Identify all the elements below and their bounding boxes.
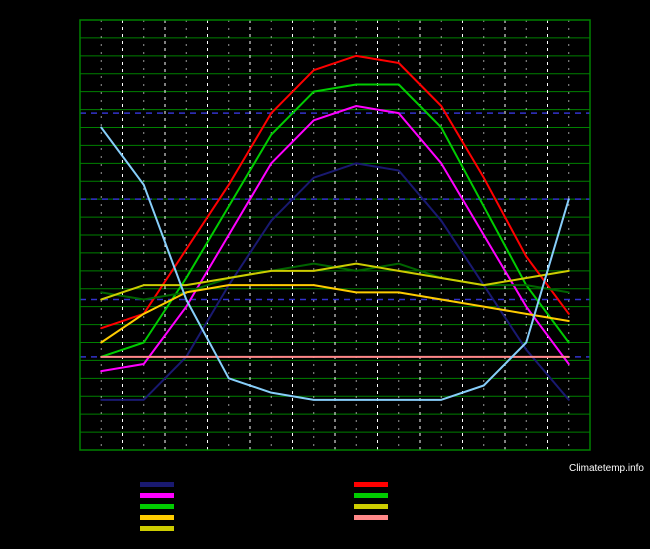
climate-chart: Climatetemp.info [0, 0, 650, 549]
chart-svg [0, 0, 650, 549]
legend-swatch [140, 482, 174, 487]
legend-swatch [354, 515, 388, 520]
legend-swatch [140, 504, 174, 509]
legend-swatch [140, 526, 174, 531]
legend [140, 482, 388, 531]
legend-swatch [354, 504, 388, 509]
legend-left-col [140, 482, 174, 531]
legend-swatch [140, 515, 174, 520]
legend-swatch [354, 482, 388, 487]
legend-swatch [140, 493, 174, 498]
legend-swatch [354, 493, 388, 498]
attribution-text: Climatetemp.info [569, 463, 644, 474]
legend-right-col [354, 482, 388, 531]
